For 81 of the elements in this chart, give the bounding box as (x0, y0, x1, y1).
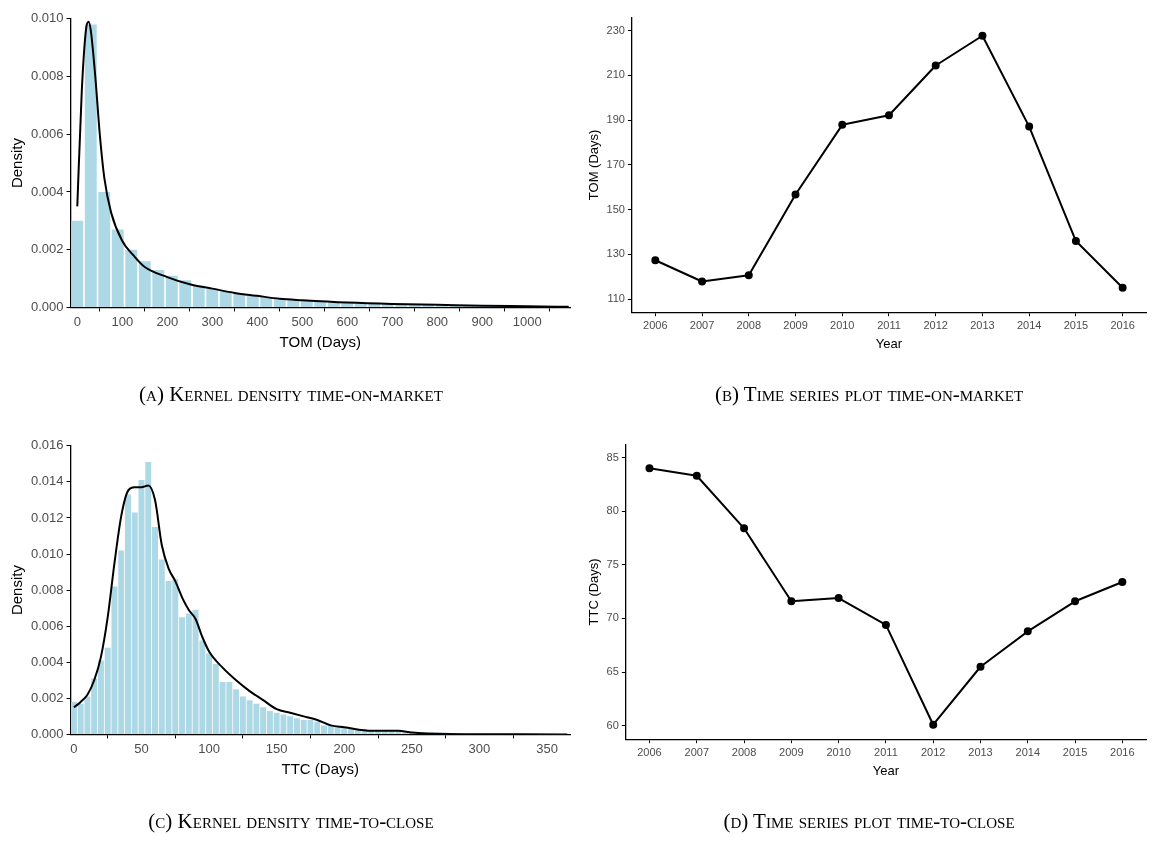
x-tick-label: 900 (471, 313, 494, 329)
y-tick-label: 60 (606, 718, 619, 731)
y-tick-label: 80 (606, 504, 619, 517)
y-axis-title: TOM (Days) (586, 129, 602, 201)
x-tick-label: 200 (333, 740, 356, 756)
y-tick-label: 0.014 (30, 473, 64, 489)
x-tick-label: 2015 (1062, 745, 1088, 758)
y-tick-label: 0.010 (30, 10, 64, 26)
y-tick-label: 0.012 (30, 509, 64, 525)
x-tick-label: 2016 (1110, 318, 1135, 331)
x-axis-title: TTC (Days) (281, 760, 360, 778)
y-tick-label: 0.000 (30, 725, 64, 741)
y-tick-label: 65 (606, 665, 619, 678)
y-axis-title: TTC (Days) (586, 558, 602, 626)
x-tick-label: 2011 (877, 318, 901, 331)
x-tick-label: 2007 (689, 318, 715, 331)
x-tick-label: 2008 (731, 745, 757, 758)
x-tick-label: 2009 (779, 745, 804, 758)
y-axis-title: Density (8, 137, 26, 189)
x-axis-title: TOM (Days) (279, 333, 361, 351)
x-tick-label: 800 (426, 313, 449, 329)
x-tick-label: 2013 (968, 745, 993, 758)
y-tick-label: 0.008 (30, 581, 64, 597)
y-tick-label: 0.016 (30, 437, 64, 453)
x-tick-label: 2015 (1063, 318, 1089, 331)
x-tick-label: 2008 (736, 318, 762, 331)
x-tick-label: 2007 (684, 745, 710, 758)
x-tick-label: 350 (536, 740, 558, 756)
y-tick-label: 210 (606, 68, 625, 81)
y-tick-label: 70 (606, 611, 619, 624)
x-tick-label: 2012 (923, 318, 948, 331)
x-axis-title: Year (872, 762, 900, 778)
x-tick-label: 2006 (643, 318, 668, 331)
x-tick-label: 300 (468, 740, 491, 756)
x-tick-label: 700 (381, 313, 404, 329)
y-tick-label: 0.008 (30, 68, 64, 84)
x-tick-label: 150 (265, 740, 288, 756)
x-tick-label: 2012 (920, 745, 946, 758)
y-tick-label: 150 (606, 202, 625, 215)
x-tick-label: 2014 (1015, 745, 1041, 758)
text: (c) Kernel density time-to-close (147, 808, 435, 835)
y-tick-label: 0.006 (30, 125, 64, 141)
x-tick-label: 2009 (783, 318, 808, 331)
x-tick-label: 250 (400, 740, 423, 756)
text: (d) Time series plot time-to-close (722, 808, 1016, 835)
y-tick-label: 170 (606, 157, 625, 170)
y-axis-title: Density (8, 564, 26, 616)
y-tick-label: 75 (606, 557, 619, 570)
y-tick-label: 0.010 (30, 545, 64, 561)
y-tick-label: 0.002 (30, 689, 64, 705)
x-axis-title: Year (875, 335, 903, 351)
y-tick-label: 110 (607, 292, 625, 305)
y-tick-label: 0.002 (30, 241, 64, 257)
x-tick-label: 2013 (970, 318, 995, 331)
x-tick-label: 2016 (1110, 745, 1135, 758)
y-tick-label: 0.004 (30, 183, 64, 199)
y-tick-label: 0.004 (30, 653, 64, 669)
x-tick-label: 400 (246, 313, 269, 329)
y-tick-label: 130 (606, 247, 625, 260)
y-tick-label: 85 (606, 450, 619, 463)
x-tick-label: 100 (111, 313, 134, 329)
x-tick-label: 100 (198, 740, 220, 756)
x-tick-label: 500 (291, 313, 314, 329)
x-tick-label: 600 (336, 313, 359, 329)
x-tick-label: 2014 (1016, 318, 1042, 331)
x-tick-label: 2010 (826, 745, 851, 758)
y-tick-label: 0.006 (30, 617, 64, 633)
y-tick-label: 0.000 (30, 298, 64, 314)
x-tick-label: 50 (134, 740, 149, 756)
x-tick-label: 2006 (637, 745, 662, 758)
x-tick-label: 200 (156, 313, 179, 329)
text: (a) Kernel density time-on-market (138, 381, 444, 408)
x-tick-label: 1000 (512, 313, 542, 329)
text: (b) Time series plot time-on-market (713, 381, 1025, 408)
y-tick-label: 230 (606, 23, 625, 36)
x-tick-label: 0 (73, 313, 81, 329)
x-tick-label: 2010 (830, 318, 855, 331)
x-tick-label: 2011 (874, 745, 898, 758)
x-tick-label: 300 (201, 313, 224, 329)
y-tick-label: 190 (606, 113, 625, 126)
x-tick-label: 0 (70, 740, 78, 756)
